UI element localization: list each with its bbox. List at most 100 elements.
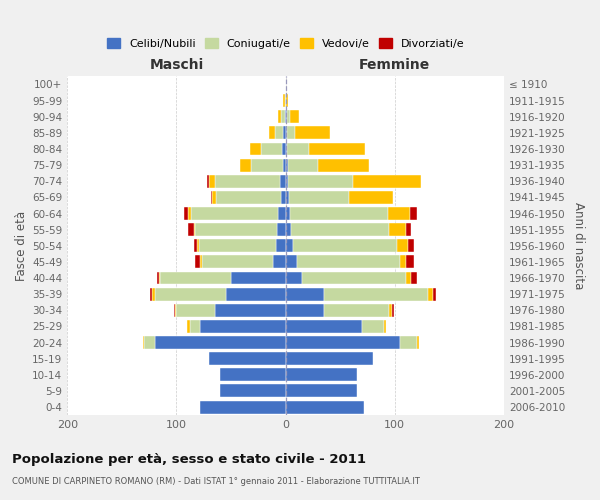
Bar [428, 288, 433, 300]
Bar [286, 368, 356, 382]
Bar [283, 94, 284, 107]
Bar [288, 158, 319, 172]
Y-axis label: Anni di nascita: Anni di nascita [572, 202, 585, 290]
Bar [291, 223, 389, 236]
Bar [200, 320, 286, 333]
Bar [194, 240, 197, 252]
Bar [286, 94, 288, 107]
Bar [286, 207, 290, 220]
Bar [286, 320, 362, 333]
Bar [289, 191, 349, 204]
Bar [195, 223, 277, 236]
Bar [155, 288, 226, 300]
Bar [286, 191, 289, 204]
Bar [392, 304, 394, 316]
Bar [286, 384, 356, 398]
Bar [286, 126, 287, 140]
Bar [284, 110, 286, 123]
Bar [287, 126, 295, 140]
Bar [283, 126, 286, 140]
Bar [296, 256, 400, 268]
Bar [293, 240, 397, 252]
Bar [408, 240, 415, 252]
Bar [406, 223, 411, 236]
Bar [286, 110, 287, 123]
Bar [286, 304, 324, 316]
Bar [308, 142, 365, 156]
Bar [202, 256, 272, 268]
Bar [286, 240, 293, 252]
Bar [190, 320, 200, 333]
Bar [160, 272, 231, 284]
Text: Femmine: Femmine [359, 58, 430, 71]
Bar [286, 158, 288, 172]
Bar [416, 336, 419, 349]
Bar [152, 288, 155, 300]
Bar [191, 207, 278, 220]
Bar [286, 400, 364, 413]
Bar [287, 142, 308, 156]
Bar [159, 272, 160, 284]
Bar [286, 288, 324, 300]
Bar [150, 288, 152, 300]
Bar [319, 158, 368, 172]
Bar [388, 207, 410, 220]
Bar [288, 175, 353, 188]
Bar [349, 191, 392, 204]
Bar [283, 158, 286, 172]
Bar [260, 142, 283, 156]
Bar [188, 207, 191, 220]
Bar [286, 223, 291, 236]
Bar [389, 304, 392, 316]
Bar [286, 256, 296, 268]
Bar [176, 304, 215, 316]
Bar [209, 175, 215, 188]
Bar [143, 336, 155, 349]
Bar [187, 320, 190, 333]
Bar [411, 272, 416, 284]
Bar [199, 240, 276, 252]
Bar [211, 191, 212, 204]
Bar [397, 240, 408, 252]
Bar [207, 175, 209, 188]
Bar [278, 207, 286, 220]
Bar [220, 384, 286, 398]
Bar [302, 272, 406, 284]
Bar [215, 175, 280, 188]
Bar [155, 336, 286, 349]
Text: Popolazione per età, sesso e stato civile - 2011: Popolazione per età, sesso e stato civil… [12, 452, 366, 466]
Bar [410, 207, 416, 220]
Bar [212, 191, 216, 204]
Bar [281, 191, 286, 204]
Bar [226, 288, 286, 300]
Bar [281, 110, 284, 123]
Bar [216, 191, 281, 204]
Bar [400, 336, 416, 349]
Bar [280, 175, 286, 188]
Bar [284, 94, 286, 107]
Bar [188, 223, 194, 236]
Bar [195, 256, 200, 268]
Bar [184, 207, 188, 220]
Bar [200, 256, 202, 268]
Bar [362, 320, 384, 333]
Bar [174, 304, 175, 316]
Bar [275, 126, 283, 140]
Bar [250, 142, 260, 156]
Bar [295, 126, 331, 140]
Bar [276, 240, 286, 252]
Bar [286, 175, 288, 188]
Bar [389, 223, 406, 236]
Bar [209, 352, 286, 365]
Bar [277, 223, 286, 236]
Bar [324, 288, 428, 300]
Bar [286, 336, 400, 349]
Bar [287, 110, 290, 123]
Bar [406, 272, 411, 284]
Y-axis label: Fasce di età: Fasce di età [15, 210, 28, 281]
Bar [251, 158, 283, 172]
Bar [406, 256, 415, 268]
Bar [272, 256, 286, 268]
Bar [175, 304, 176, 316]
Bar [197, 240, 199, 252]
